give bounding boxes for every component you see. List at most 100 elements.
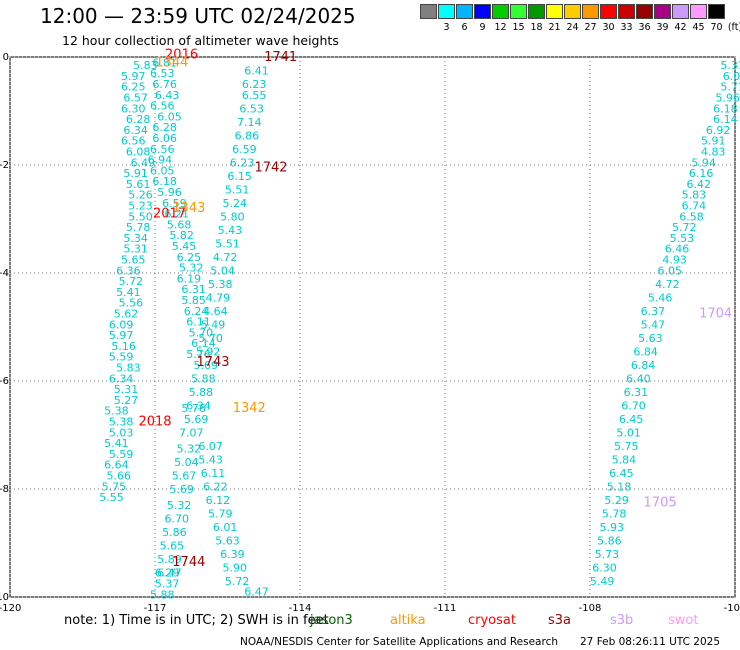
plot-frame xyxy=(9,56,736,598)
swh-value-label: 6.40 xyxy=(626,372,651,385)
legend-label: 15 xyxy=(512,22,525,33)
pass-number-label: 1342 xyxy=(233,401,266,416)
swh-value-label: 6.34 xyxy=(109,372,134,385)
swh-value-label: 6.28 xyxy=(152,121,177,134)
swh-value-label: 5.55 xyxy=(99,491,124,504)
swh-value-label: 5.34 xyxy=(123,232,148,245)
swh-value-label: 5.38 xyxy=(208,278,233,291)
swh-value-label: 5.78 xyxy=(602,507,627,520)
swh-value-label: 6.53 xyxy=(150,67,175,80)
swh-value-label: 5.47 xyxy=(641,318,666,331)
swh-value-label: 5.83 xyxy=(682,189,707,202)
swh-value-label: 5.91 xyxy=(123,167,148,180)
swh-value-label: 5.45 xyxy=(172,240,197,253)
pass-number-label: 1742 xyxy=(254,161,287,176)
swh-value-label: 5.83 xyxy=(116,362,141,375)
footer-credit: NOAA/NESDIS Center for Satellite Applica… xyxy=(240,636,558,648)
swh-value-label: 5.16 xyxy=(111,340,136,353)
swh-value-label: 6.06 xyxy=(723,70,740,83)
legend-swatch xyxy=(708,4,725,19)
swh-value-label: 5.43 xyxy=(198,453,223,466)
swh-value-label: 6.92 xyxy=(706,124,731,137)
swh-value-label: 5.66 xyxy=(107,470,132,483)
swh-value-label: 6.59 xyxy=(232,143,257,156)
swh-value-label: 6.84 xyxy=(633,345,658,358)
swh-value-label: 6.06 xyxy=(152,132,177,145)
swh-value-label: 6.49 xyxy=(131,156,156,169)
legend-swatch xyxy=(690,4,707,19)
swh-value-label: 5.63 xyxy=(215,534,240,547)
swh-value-label: 6.29 xyxy=(155,567,180,580)
legend-swatch xyxy=(420,4,437,19)
swh-value-label: 5.78 xyxy=(126,221,151,234)
swh-value-label: 6.14 xyxy=(191,337,216,350)
swh-value-label: 6.56 xyxy=(150,100,175,113)
satellite-label-s3a: s3a xyxy=(548,613,572,628)
legend-swatch xyxy=(600,4,617,19)
swh-value-label: 6.45 xyxy=(609,467,634,480)
swh-value-label: 5.91 xyxy=(701,135,726,148)
legend-swatch xyxy=(492,4,509,19)
page-title: 12:00 — 23:59 UTC 02/24/2025 xyxy=(40,4,356,28)
swh-value-label: 6.70 xyxy=(621,399,646,412)
legend-swatch xyxy=(456,4,473,19)
swh-value-label: 6.24 xyxy=(184,305,209,318)
swh-value-label: 5.37 xyxy=(155,578,180,591)
swh-value-label: 6.12 xyxy=(206,494,231,507)
legend-label: 39 xyxy=(656,22,669,33)
swh-value-label: 5.89 xyxy=(157,553,182,566)
swh-value-label: 6.58 xyxy=(679,210,704,223)
legend-swatch xyxy=(474,4,491,19)
swh-value-label: 5.41 xyxy=(116,286,141,299)
swh-value-label: 5.04 xyxy=(174,456,199,469)
swh-value-label: 5.97 xyxy=(109,329,134,342)
x-tick-label: -111 xyxy=(434,603,457,614)
swh-value-label: 5.26 xyxy=(128,189,153,202)
swh-value-label: 6.16 xyxy=(689,167,714,180)
swh-value-label: 5.83 xyxy=(133,59,158,72)
swh-value-label: 5.96 xyxy=(157,186,182,199)
swh-value-label: 5.84 xyxy=(612,453,637,466)
swh-value-label: 5.86 xyxy=(162,526,187,539)
pass-number-label: 1743 xyxy=(196,355,229,370)
swh-value-label: 5.31 xyxy=(720,59,740,72)
swh-value-label: 6.81 xyxy=(152,56,177,69)
x-tick-label: -105 xyxy=(724,603,740,614)
swh-value-label: 5.38 xyxy=(104,405,129,418)
swh-value-label: 5.53 xyxy=(670,232,695,245)
swh-value-label: 6.30 xyxy=(592,561,617,574)
swh-value-label: 5.97 xyxy=(121,70,146,83)
legend-swatch xyxy=(546,4,563,19)
pass-number-label: 1704 xyxy=(699,307,732,322)
swh-value-label: 6.09 xyxy=(109,318,134,331)
swh-value-label: 6.23 xyxy=(242,78,267,91)
swh-value-label: 5.56 xyxy=(119,297,144,310)
swh-value-label: 4.93 xyxy=(662,254,687,267)
swh-value-label: 6.47 xyxy=(244,586,269,599)
footer-date: 27 Feb 08:26:11 UTC 2025 xyxy=(580,636,720,648)
legend-label: 24 xyxy=(566,22,579,33)
legend-swatch xyxy=(564,4,581,19)
swh-value-label: 6.11 xyxy=(186,316,211,329)
legend-label: 12 xyxy=(494,22,507,33)
swh-value-label: 5.46 xyxy=(648,291,673,304)
swh-value-label: 4.72 xyxy=(213,251,238,264)
swh-value-label: 6.22 xyxy=(203,480,228,493)
swh-value-label: 5.62 xyxy=(114,308,139,321)
swh-value-label: 6.25 xyxy=(177,251,202,264)
swh-value-label: 6.23 xyxy=(230,156,255,169)
swh-value-label: 7.14 xyxy=(237,116,262,129)
swh-value-label: 7.07 xyxy=(179,426,204,439)
pass-number-label: 2016 xyxy=(165,47,198,62)
swh-value-label: 5.92 xyxy=(196,345,221,358)
swh-value-label: 6.55 xyxy=(242,89,267,102)
swh-value-label: 6.46 xyxy=(665,243,690,256)
pass-number-label: 1744 xyxy=(172,555,205,570)
swh-value-label: 6.14 xyxy=(713,113,738,126)
legend-swatch xyxy=(618,4,635,19)
swh-value-label: 6.57 xyxy=(123,92,148,105)
swh-value-label: 5.90 xyxy=(223,561,248,574)
swh-value-label: 5.76 xyxy=(186,348,211,361)
swh-value-label: 5.43 xyxy=(218,224,243,237)
